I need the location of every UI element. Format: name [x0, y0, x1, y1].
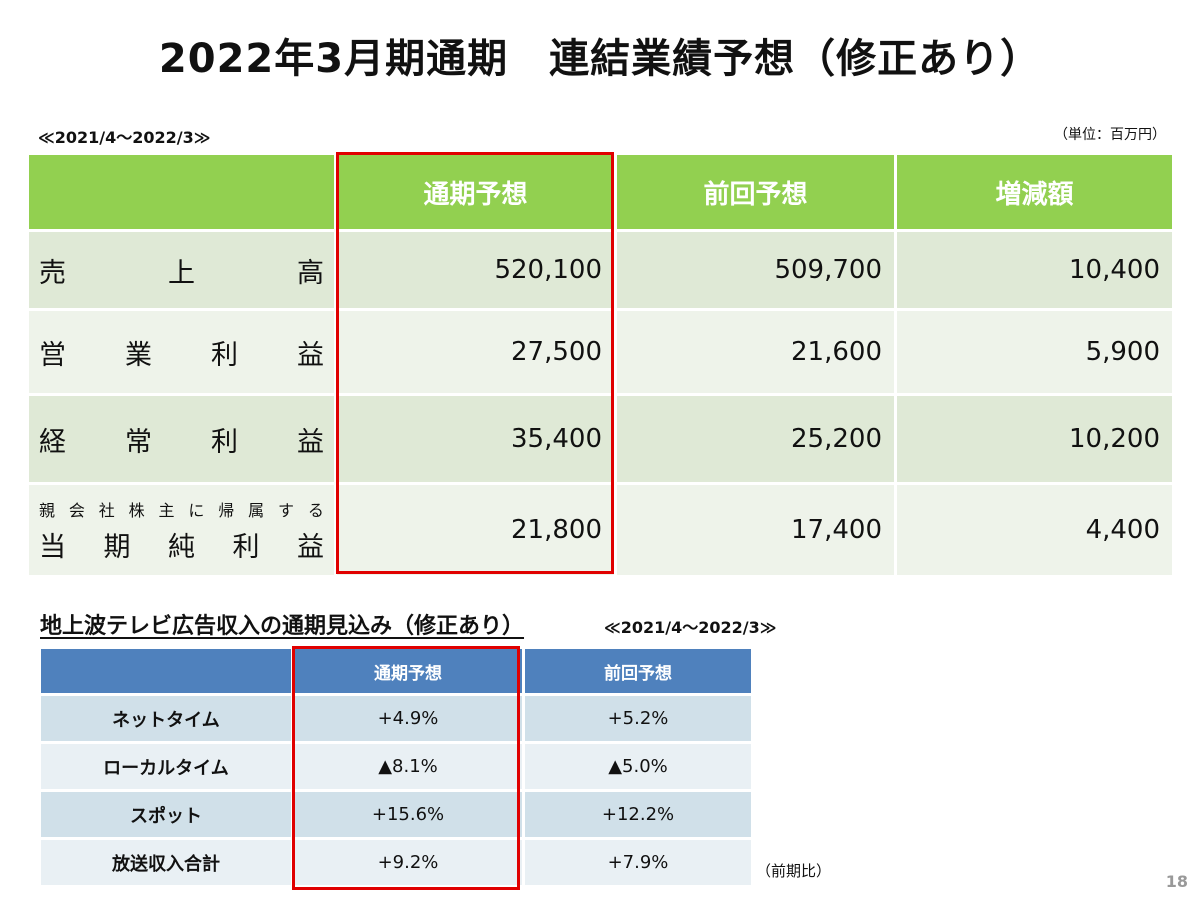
cell-full-year-forecast: +4.9% — [294, 696, 522, 741]
cell-change-amount: 10,400 — [897, 232, 1172, 308]
cell-previous-forecast: +5.2% — [525, 696, 751, 741]
label-char: 業 — [125, 339, 152, 371]
label-char: 主 — [158, 500, 175, 520]
cell-full-year-forecast: 35,400 — [337, 396, 614, 482]
cell-previous-forecast: +12.2% — [525, 792, 751, 837]
cell-change-amount: 4,400 — [897, 485, 1172, 575]
row-label: 経 常 利 益 — [29, 396, 334, 482]
label-char: 上 — [168, 257, 195, 289]
label-char: 親 — [39, 500, 56, 520]
cell-previous-forecast: +7.9% — [525, 840, 751, 885]
header-blank — [29, 155, 334, 229]
cell-full-year-forecast: ▲8.1% — [294, 744, 522, 789]
table-row: ローカルタイム ▲8.1% ▲5.0% — [41, 744, 751, 789]
table-header-row: 通期予想 前回予想 — [41, 649, 751, 693]
label-char: 利 — [211, 426, 238, 458]
header-blank — [41, 649, 291, 693]
label-char: 会 — [68, 500, 85, 520]
cell-full-year-forecast: 27,500 — [337, 311, 614, 393]
label-char: 益 — [297, 339, 324, 371]
header-full-year-forecast: 通期予想 — [337, 155, 614, 229]
label-char: 利 — [211, 339, 238, 371]
row-label: スポット — [41, 792, 291, 837]
header-change-amount: 増減額 — [897, 155, 1172, 229]
period-label: ≪2021/4～2022/3≫ — [38, 128, 211, 147]
table-row-net-income: 親 会 社 株 主 に 帰 属 す る 当 期 純 利 益 21,800 17,… — [29, 485, 1172, 575]
table-row-net-sales: 売 上 高 520,100 509,700 10,400 — [29, 232, 1172, 308]
cell-previous-forecast: 17,400 — [617, 485, 894, 575]
cell-previous-forecast: 21,600 — [617, 311, 894, 393]
label-char: 社 — [98, 500, 115, 520]
label-char: 常 — [125, 426, 152, 458]
section-title-tv-ad-revenue: 地上波テレビ広告収入の通期見込み（修正あり） — [40, 614, 525, 639]
label-char: に — [188, 500, 205, 520]
label-char: 属 — [248, 500, 265, 520]
earnings-forecast-table: 通期予想 前回予想 増減額 売 上 高 520,100 509,700 10,4… — [26, 152, 1175, 578]
label-char: 益 — [297, 531, 324, 563]
label-char: 株 — [128, 500, 145, 520]
table-header-row: 通期予想 前回予想 増減額 — [29, 155, 1172, 229]
row-label: 放送収入合計 — [41, 840, 291, 885]
table-row: ネットタイム +4.9% +5.2% — [41, 696, 751, 741]
label-char: 益 — [297, 426, 324, 458]
label-char: す — [278, 500, 295, 520]
label-char: 経 — [39, 426, 66, 458]
cell-previous-forecast: 25,200 — [617, 396, 894, 482]
header-previous-forecast: 前回予想 — [617, 155, 894, 229]
yoy-note: （前期比） — [756, 862, 832, 880]
table-row-operating-income: 営 業 利 益 27,500 21,600 5,900 — [29, 311, 1172, 393]
page-number: 18 — [1165, 872, 1188, 891]
label-char: 純 — [168, 531, 195, 563]
cell-full-year-forecast: +15.6% — [294, 792, 522, 837]
row-label: ローカルタイム — [41, 744, 291, 789]
cell-full-year-forecast: 520,100 — [337, 232, 614, 308]
cell-change-amount: 5,900 — [897, 311, 1172, 393]
label-char: る — [307, 500, 324, 520]
table-row-ordinary-income: 経 常 利 益 35,400 25,200 10,200 — [29, 396, 1172, 482]
cell-full-year-forecast: +9.2% — [294, 840, 522, 885]
row-label: 営 業 利 益 — [29, 311, 334, 393]
cell-full-year-forecast: 21,800 — [337, 485, 614, 575]
label-char: 高 — [297, 257, 324, 289]
header-full-year-forecast: 通期予想 — [294, 649, 522, 693]
cell-previous-forecast: ▲5.0% — [525, 744, 751, 789]
label-char: 営 — [39, 339, 66, 371]
row-label: 親 会 社 株 主 に 帰 属 す る 当 期 純 利 益 — [29, 485, 334, 575]
period-label-sub: ≪2021/4～2022/3≫ — [604, 618, 777, 637]
label-char: 当 — [39, 531, 66, 563]
table-row: 放送収入合計 +9.2% +7.9% — [41, 840, 751, 885]
header-previous-forecast: 前回予想 — [525, 649, 751, 693]
row-label: ネットタイム — [41, 696, 291, 741]
label-char: 帰 — [218, 500, 235, 520]
cell-change-amount: 10,200 — [897, 396, 1172, 482]
table-row: スポット +15.6% +12.2% — [41, 792, 751, 837]
row-label: 売 上 高 — [29, 232, 334, 308]
tv-ad-revenue-table: 通期予想 前回予想 ネットタイム +4.9% +5.2% ローカルタイム ▲8.… — [38, 646, 754, 888]
page-title: 2022年3月期通期 連結業績予想（修正あり） — [158, 36, 1042, 82]
label-char: 期 — [103, 531, 131, 563]
cell-previous-forecast: 509,700 — [617, 232, 894, 308]
label-char: 利 — [232, 531, 260, 563]
label-char: 売 — [39, 257, 66, 289]
unit-label: （単位：百万円） — [1054, 127, 1166, 143]
